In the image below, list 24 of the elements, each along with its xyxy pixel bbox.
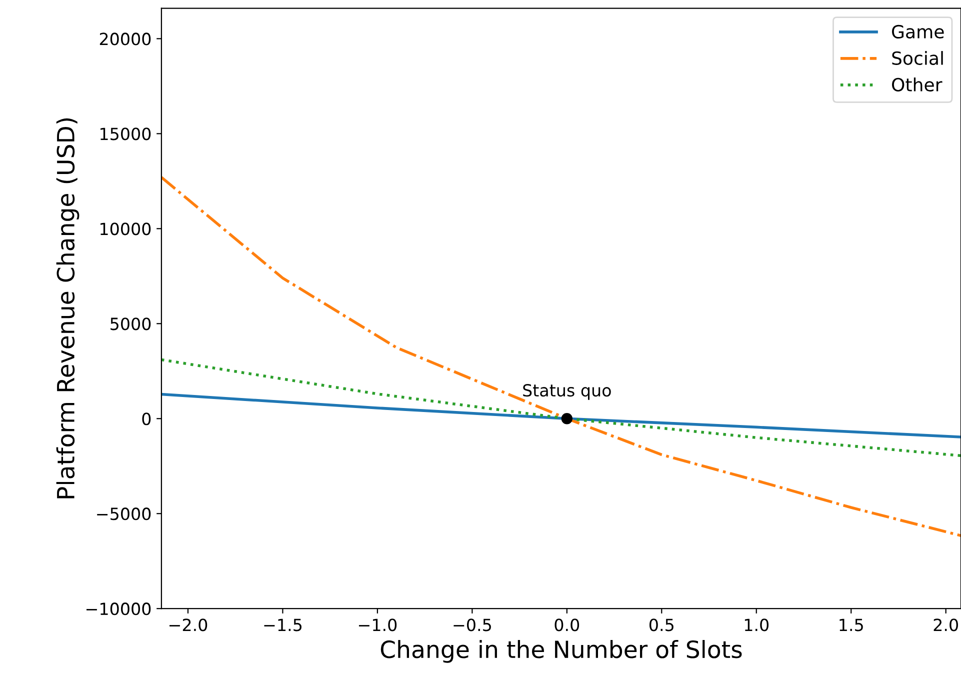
y-axis-title: Platform Revenue Change (USD)	[56, 118, 80, 498]
x-axis-title: Change in the Number of Slots	[380, 640, 742, 663]
y-tick-label: 20000	[100, 32, 151, 46]
y-tick-label: 10000	[100, 222, 151, 236]
legend-label: Other	[892, 78, 942, 92]
line-series	[161, 176, 961, 538]
y-tick-label: −5000	[97, 508, 151, 520]
x-tick-label: 0.0	[554, 618, 580, 632]
x-tick-label: 0.5	[649, 618, 674, 632]
y-tick-label: 15000	[100, 128, 151, 140]
legend-label: Social	[892, 51, 943, 66]
x-tick-label: −0.5	[454, 618, 491, 632]
x-tick-label: 1.5	[840, 618, 863, 632]
x-tick-label: −1.5	[264, 618, 302, 632]
annotation: Status quo	[523, 384, 611, 400]
x-tick-label: 2.0	[934, 618, 958, 632]
x-tick-label: 1.0	[744, 618, 769, 632]
x-tick-label: −1.0	[358, 618, 397, 632]
y-tick-label: 5000	[110, 318, 151, 330]
x-tick-label: −2.0	[170, 618, 208, 632]
y-tick-label: −10000	[86, 602, 151, 616]
legend-label: Game	[892, 24, 944, 39]
line-series	[161, 358, 961, 458]
y-tick-label: 0	[142, 412, 151, 426]
